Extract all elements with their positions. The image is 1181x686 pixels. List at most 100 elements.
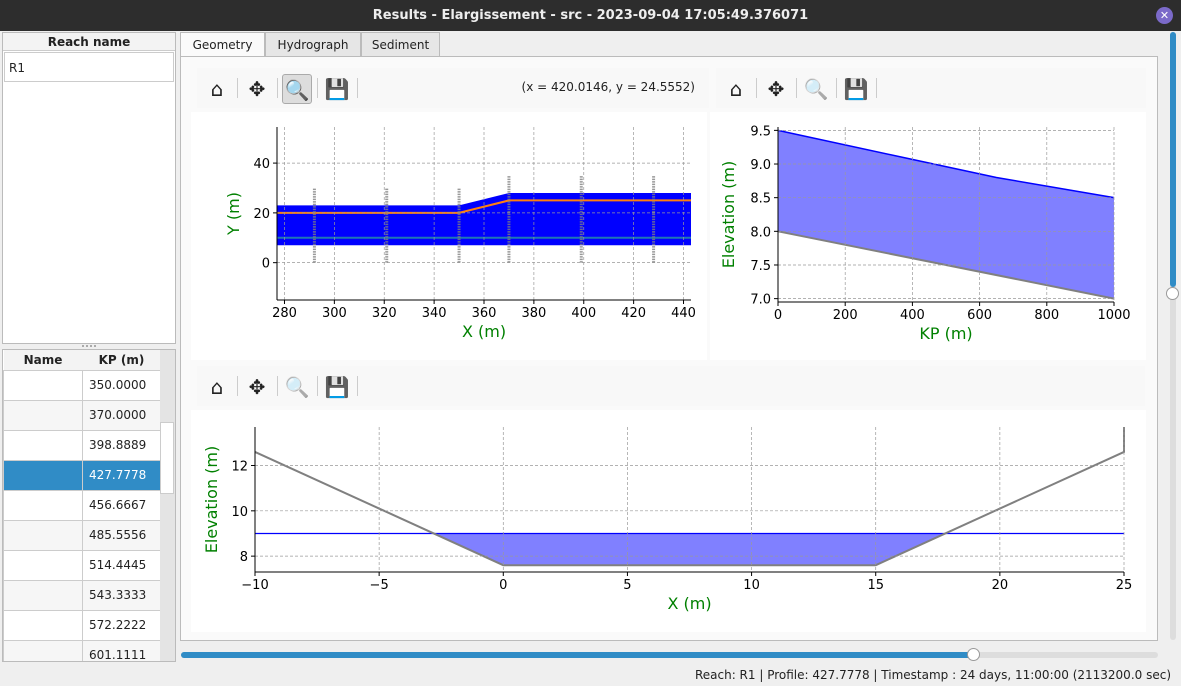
name-cell[interactable] — [3, 399, 83, 431]
scrollbar-thumb[interactable] — [160, 422, 174, 494]
move-icon[interactable]: ✥ — [248, 375, 266, 399]
x-tick-label: 420 — [621, 306, 646, 321]
water-area — [778, 130, 1114, 299]
x-tick-label: 300 — [322, 306, 347, 321]
x-tick-label: 600 — [967, 308, 992, 323]
kp-cell[interactable]: 370.0000 — [82, 399, 161, 431]
column-header-kp[interactable]: KP (m) — [82, 350, 161, 371]
x-tick-label: 800 — [1034, 308, 1059, 323]
kp-cell[interactable]: 427.7778 — [82, 459, 161, 491]
x-axis-label: KP (m) — [919, 324, 972, 343]
zoom-icon[interactable]: 🔍 — [803, 77, 829, 101]
tab-hydrograph[interactable]: Hydrograph — [265, 32, 361, 57]
x-tick-label: 280 — [272, 306, 297, 321]
save-icon[interactable]: 💾 — [843, 77, 869, 101]
x-tick-label: 20 — [992, 578, 1009, 593]
x-axis-label: X (m) — [462, 322, 506, 341]
reach-list-header: Reach name — [3, 33, 175, 51]
x-tick-label: 440 — [671, 306, 696, 321]
table-row[interactable]: 456.6667 — [3, 489, 161, 521]
toolbar-plan: ⌂ ✥ 🔍 💾 (x = 420.0146, y = 24.5552) — [197, 68, 709, 108]
name-cell[interactable] — [3, 489, 83, 521]
kp-cell[interactable]: 456.6667 — [82, 489, 161, 521]
water-area — [433, 533, 946, 566]
name-cell[interactable] — [3, 519, 83, 551]
name-cell[interactable] — [3, 639, 83, 661]
y-tick-label: 20 — [253, 207, 270, 222]
kp-cell[interactable]: 485.5556 — [82, 519, 161, 551]
save-icon[interactable]: 💾 — [324, 77, 350, 101]
y-tick-label: 9.0 — [750, 158, 771, 173]
close-button[interactable]: ✕ — [1156, 7, 1173, 24]
table-row[interactable]: 572.2222 — [3, 609, 161, 641]
y-tick-label: 8.5 — [750, 192, 771, 207]
x-tick-label: −10 — [241, 578, 268, 593]
zoom-icon[interactable]: 🔍 — [282, 74, 312, 104]
x-tick-label: 0 — [499, 578, 507, 593]
kp-cell[interactable]: 350.0000 — [82, 369, 161, 401]
move-icon[interactable]: ✥ — [767, 77, 785, 101]
x-tick-label: 15 — [867, 578, 884, 593]
table-row[interactable]: 485.5556 — [3, 519, 161, 551]
kp-cell[interactable]: 572.2222 — [82, 609, 161, 641]
plan-view-chart[interactable]: 280 300 320 340 360 380 400 420 440 0 20 40 X (m) Y (… — [191, 112, 707, 360]
timeline-slider-track[interactable] — [181, 652, 1158, 658]
table-row[interactable]: 350.0000 — [3, 369, 161, 401]
home-icon[interactable]: ⌂ — [729, 77, 743, 101]
splitter-handle[interactable] — [82, 345, 96, 348]
x-tick-label: 25 — [1116, 578, 1133, 593]
table-scrollbar[interactable] — [160, 350, 175, 661]
longitudinal-profile-chart[interactable]: 0 200 400 600 800 1000 7.0 7.5 8.0 8.5 9.0 9.5 KP (m… — [710, 112, 1146, 360]
zoom-icon[interactable]: 🔍 — [284, 375, 310, 399]
x-tick-label: 10 — [743, 578, 760, 593]
x-tick-label: 400 — [900, 308, 925, 323]
coordinate-readout: (x = 420.0146, y = 24.5552) — [521, 80, 695, 94]
name-cell[interactable] — [3, 609, 83, 641]
kp-cell[interactable]: 398.8889 — [82, 429, 161, 461]
table-row[interactable]: 514.4445 — [3, 549, 161, 581]
y-tick-label: 40 — [253, 157, 270, 172]
x-tick-label: 1000 — [1097, 308, 1130, 323]
name-cell[interactable] — [3, 549, 83, 581]
y-tick-label: 9.5 — [750, 124, 771, 139]
save-icon[interactable]: 💾 — [324, 375, 350, 399]
profile-table: Name KP (m) 350.0000 370.0000 398.8889 427.… — [2, 349, 176, 662]
y-tick-label: 0 — [262, 257, 270, 272]
timeline-slider-handle[interactable] — [967, 648, 980, 661]
tab-geometry[interactable]: Geometry — [180, 32, 265, 58]
kp-cell[interactable]: 543.3333 — [82, 579, 161, 611]
name-cell[interactable] — [3, 429, 83, 461]
x-tick-label: 380 — [521, 306, 546, 321]
move-icon[interactable]: ✥ — [248, 77, 266, 101]
name-cell[interactable] — [3, 459, 83, 491]
name-cell[interactable] — [3, 579, 83, 611]
water-line — [777, 129, 1115, 199]
x-tick-label: 400 — [571, 306, 596, 321]
name-cell[interactable] — [3, 369, 83, 401]
window-title: Results - Elargissement - src - 2023-09-… — [0, 0, 1181, 31]
cross-section-chart[interactable]: −10 −5 0 5 10 15 20 25 8 10 12 X (m) Elevation (m) — [191, 410, 1146, 632]
table-row[interactable]: 601.1111 — [3, 639, 161, 661]
y-axis-label: Elevation (m) — [202, 446, 221, 553]
home-icon[interactable]: ⌂ — [210, 77, 224, 101]
reach-item[interactable]: R1 — [4, 52, 174, 82]
y-tick-label: 8 — [240, 550, 248, 565]
x-tick-label: 5 — [623, 578, 631, 593]
vertical-slider-handle[interactable] — [1166, 287, 1179, 300]
home-icon[interactable]: ⌂ — [210, 375, 224, 399]
column-header-name[interactable]: Name — [3, 350, 83, 371]
table-row[interactable]: 370.0000 — [3, 399, 161, 431]
tab-sediment[interactable]: Sediment — [361, 32, 440, 57]
toolbar-longitudinal: ⌂ ✥ 🔍 💾 — [716, 68, 1146, 108]
kp-cell[interactable]: 514.4445 — [82, 549, 161, 581]
table-row[interactable]: 398.8889 — [3, 429, 161, 461]
reach-list: Reach name R1 — [2, 32, 176, 344]
x-tick-label: 200 — [833, 308, 858, 323]
x-axis-label: X (m) — [667, 594, 711, 613]
x-tick-label: 340 — [422, 306, 447, 321]
table-row[interactable]: 427.7778 — [3, 459, 161, 491]
vertical-slider-track[interactable] — [1170, 32, 1176, 640]
kp-cell[interactable]: 601.1111 — [82, 639, 161, 661]
y-axis-label: Elevation (m) — [719, 161, 738, 268]
table-row[interactable]: 543.3333 — [3, 579, 161, 611]
